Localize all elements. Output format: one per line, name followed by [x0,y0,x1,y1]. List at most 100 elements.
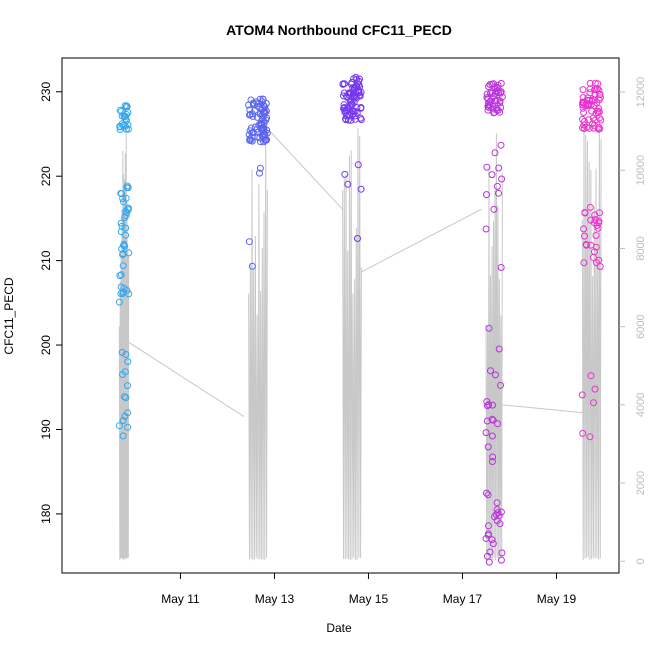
data-point [253,125,261,133]
data-point [344,180,352,188]
data-point [579,124,586,132]
data-point [581,118,588,125]
data-point [590,121,598,129]
data-point [497,264,505,271]
data-point [578,391,586,399]
data-point [493,182,501,190]
data-point [483,489,490,497]
data-point [122,103,130,111]
data-point [590,219,598,227]
altitude-flight-line [581,114,602,561]
data-point [119,432,127,440]
data-point [495,189,502,197]
data-point [123,111,130,118]
data-point [119,195,127,202]
data-point [356,75,363,83]
y2-tick-label: 10000 [635,155,647,186]
data-point [595,86,603,94]
data-point [589,114,597,122]
altitude-flight-line [118,128,130,561]
data-point [124,358,132,366]
data-point [591,385,599,393]
data-point [122,231,130,239]
data-point [596,263,604,270]
data-point [580,225,588,233]
data-point [116,106,124,114]
data-point [261,109,268,117]
data-point [486,81,494,88]
data-point [498,549,506,557]
data-point [496,97,504,105]
data-point [350,84,358,91]
data-point [580,109,588,116]
data-point [497,141,505,149]
data-point [124,204,132,212]
data-point [595,105,603,112]
data-point [496,520,504,528]
data-point [122,351,130,358]
y-tick-label: 180 [39,504,53,524]
data-point [341,170,349,178]
data-point [248,137,256,145]
data-point [115,422,123,430]
data-point [483,191,490,199]
data-point [495,512,503,520]
data-point [122,394,130,402]
chart-title: ATOM4 Northbound CFC11_PECD [226,22,452,38]
y-tick-label: 220 [39,166,53,186]
data-point [245,131,253,139]
data-point [592,232,600,239]
data-point [262,116,270,124]
data-point [483,94,491,102]
data-point [357,185,365,193]
data-point [488,171,496,179]
data-point [256,164,264,172]
y-tick-label: 230 [39,81,53,101]
x-tick-label: May 17 [443,592,483,606]
data-point [258,124,266,132]
data-point [248,262,256,270]
y2-tick-label: 12000 [635,77,647,108]
data-point [122,115,129,123]
data-point [590,399,597,407]
y2-tick-label: 8000 [635,236,647,260]
data-point [116,126,124,133]
data-point [254,133,262,141]
data-point [488,90,496,97]
data-point [494,420,501,428]
data-point [595,219,603,227]
data-point [485,103,493,111]
data-point [581,232,588,240]
data-point [124,125,132,133]
data-point [594,224,602,232]
data-point [124,184,132,192]
x-axis-label: Date [326,621,352,635]
data-point [248,110,256,118]
data-point [589,253,597,261]
data-point [249,99,257,107]
data-point [482,225,490,233]
data-point [119,262,127,270]
data-point [116,123,124,131]
data-point [484,491,492,499]
data-point [488,432,496,440]
data-point [351,107,359,115]
x-tick-label: May 19 [537,592,577,606]
data-point [118,348,126,356]
data-point [591,96,599,104]
data-point [491,90,499,98]
data-point [485,401,493,409]
data-point [585,116,593,124]
altitude-connector-line [502,404,583,414]
data-point [579,429,587,437]
y2-tick-label: 6000 [635,314,647,338]
data-point [594,80,602,88]
data-point [485,101,493,109]
data-point [497,556,505,564]
data-point [581,209,589,217]
x-tick-label: May 11 [161,592,200,606]
data-point [121,412,129,420]
data-point [342,116,350,124]
cfc11-series [115,73,605,566]
